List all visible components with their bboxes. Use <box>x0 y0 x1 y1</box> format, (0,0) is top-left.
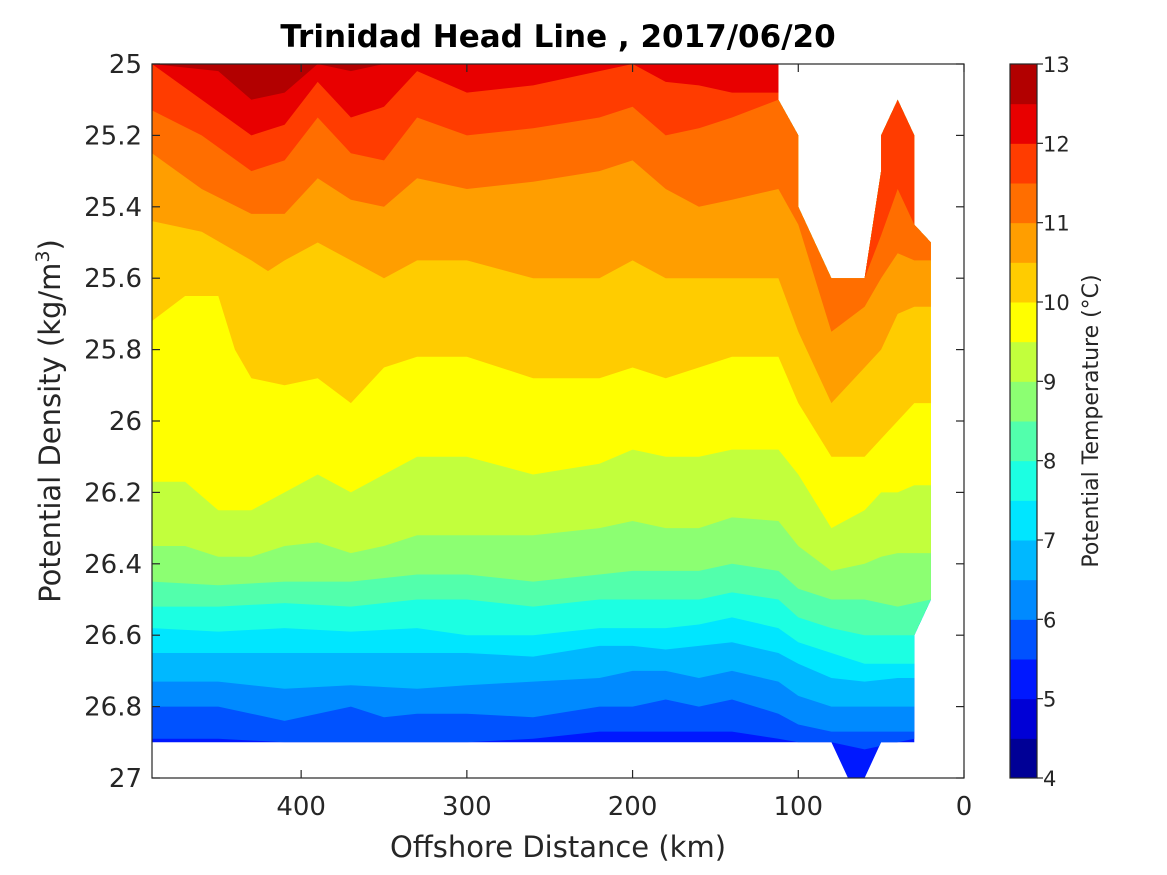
colorbar-swatch <box>1010 579 1037 620</box>
colorbar-swatch <box>1010 302 1037 343</box>
colorbar-swatch <box>1010 183 1037 224</box>
x-tick-label: 200 <box>608 792 658 822</box>
y-tick-label: 25.8 <box>84 336 142 366</box>
colorbar-tick-label: 11 <box>1043 212 1070 236</box>
colorbar-tick-label: 13 <box>1043 53 1070 77</box>
colorbar-tick-label: 4 <box>1043 767 1056 791</box>
colorbar-swatch <box>1010 659 1037 700</box>
x-tick-label: 0 <box>956 792 973 822</box>
colorbar-swatch <box>1010 738 1037 779</box>
colorbar-swatch <box>1010 540 1037 581</box>
colorbar-label: Potential Temperature (°C) <box>1079 274 1104 567</box>
y-axis-label-superscript: 3 <box>32 250 54 262</box>
colorbar-swatch <box>1010 103 1037 144</box>
colorbar-swatch <box>1010 222 1037 263</box>
colorbar-swatch <box>1010 381 1037 422</box>
colorbar-swatch <box>1010 421 1037 462</box>
colorbar-swatch <box>1010 262 1037 303</box>
colorbar-swatch <box>1010 341 1037 382</box>
y-tick-label: 25.6 <box>84 264 142 294</box>
x-tick-label: 400 <box>276 792 326 822</box>
colorbar-tick-label: 12 <box>1043 132 1070 156</box>
y-tick-label: 27 <box>109 764 142 794</box>
y-axis-label: Potential Density (kg/m3) <box>32 239 67 603</box>
y-tick-label: 25.2 <box>84 121 142 151</box>
y-axis: 25 25.2 25.4 25.6 25.8 26 26.2 26.4 26.6 26.8 27 <box>84 50 964 794</box>
x-tick-label: 300 <box>442 792 492 822</box>
colorbar-tick-label: 5 <box>1043 688 1056 712</box>
x-axis: 400 300 200 100 0 <box>276 64 972 822</box>
y-tick-label: 25.4 <box>84 193 142 223</box>
colorbar-frame <box>1009 63 1038 779</box>
colorbar-swatch <box>1010 64 1037 105</box>
colorbar-swatch <box>1010 143 1037 184</box>
colorbar-tick-label: 8 <box>1043 450 1056 474</box>
y-tick-label: 26.6 <box>84 621 142 651</box>
colorbar-tick-label: 10 <box>1043 291 1070 315</box>
y-tick-label: 25 <box>109 50 142 80</box>
y-tick-label: 26.8 <box>84 693 142 723</box>
colorbar-swatch <box>1010 698 1037 739</box>
colorbar-tick-label: 6 <box>1043 608 1056 632</box>
y-axis-label-text: Potential Density (kg/m <box>33 263 67 603</box>
colorbar-swatch <box>1010 500 1037 541</box>
colorbar-ticks: 4 5 6 7 8 9 10 11 12 13 <box>1037 53 1070 791</box>
contour-band-11_5 <box>152 64 931 279</box>
colorbar-tick-label: 7 <box>1043 529 1056 553</box>
x-axis-label: Offshore Distance (km) <box>390 830 726 864</box>
y-tick-label: 26.2 <box>84 478 142 508</box>
y-axis-label-suffix: ) <box>33 239 67 250</box>
colorbar <box>1010 64 1037 779</box>
y-tick-label: 26 <box>109 407 142 437</box>
colorbar-swatch <box>1010 460 1037 501</box>
x-tick-label: 100 <box>773 792 823 822</box>
colorbar-tick-label: 9 <box>1043 370 1056 394</box>
chart-title: Trinidad Head Line , 2017/06/20 <box>280 19 835 55</box>
y-tick-label: 26.4 <box>84 550 142 580</box>
colorbar-swatch <box>1010 619 1037 660</box>
